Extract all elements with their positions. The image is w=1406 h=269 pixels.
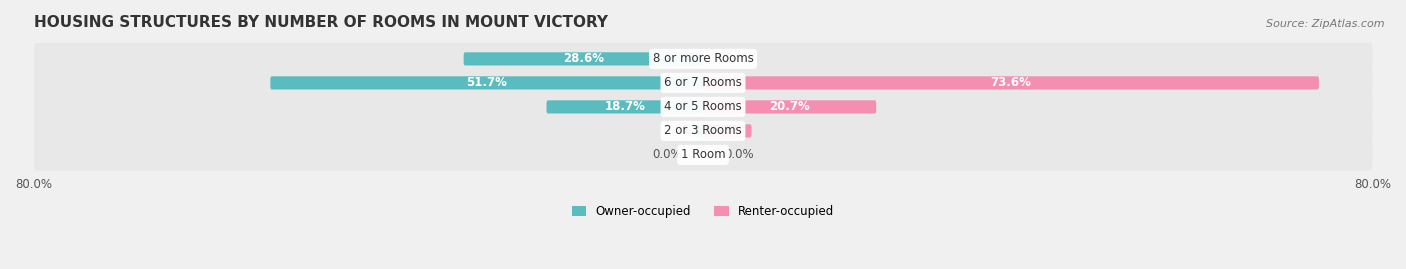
FancyBboxPatch shape <box>34 43 1372 75</box>
FancyBboxPatch shape <box>693 124 703 137</box>
Text: 28.6%: 28.6% <box>562 52 603 65</box>
Text: 73.6%: 73.6% <box>991 76 1032 89</box>
Legend: Owner-occupied, Renter-occupied: Owner-occupied, Renter-occupied <box>567 200 839 222</box>
Text: 8 or more Rooms: 8 or more Rooms <box>652 52 754 65</box>
Text: 0.0%: 0.0% <box>652 148 682 161</box>
FancyBboxPatch shape <box>703 100 876 114</box>
FancyBboxPatch shape <box>34 91 1372 123</box>
Text: HOUSING STRUCTURES BY NUMBER OF ROOMS IN MOUNT VICTORY: HOUSING STRUCTURES BY NUMBER OF ROOMS IN… <box>34 15 607 30</box>
Text: 20.7%: 20.7% <box>769 100 810 114</box>
Text: 51.7%: 51.7% <box>467 76 508 89</box>
FancyBboxPatch shape <box>703 76 1319 90</box>
Text: 0.0%: 0.0% <box>724 52 754 65</box>
FancyBboxPatch shape <box>34 139 1372 171</box>
Text: Source: ZipAtlas.com: Source: ZipAtlas.com <box>1267 19 1385 29</box>
Text: 1 Room: 1 Room <box>681 148 725 161</box>
Text: 4 or 5 Rooms: 4 or 5 Rooms <box>664 100 742 114</box>
FancyBboxPatch shape <box>703 124 752 137</box>
Text: 18.7%: 18.7% <box>605 100 645 114</box>
Text: 6 or 7 Rooms: 6 or 7 Rooms <box>664 76 742 89</box>
Text: 0.0%: 0.0% <box>724 148 754 161</box>
Text: 2 or 3 Rooms: 2 or 3 Rooms <box>664 124 742 137</box>
FancyBboxPatch shape <box>34 67 1372 99</box>
Text: 1.1%: 1.1% <box>682 124 714 137</box>
FancyBboxPatch shape <box>464 52 703 65</box>
Text: 5.8%: 5.8% <box>711 124 744 137</box>
FancyBboxPatch shape <box>547 100 703 114</box>
FancyBboxPatch shape <box>270 76 703 90</box>
FancyBboxPatch shape <box>34 115 1372 147</box>
